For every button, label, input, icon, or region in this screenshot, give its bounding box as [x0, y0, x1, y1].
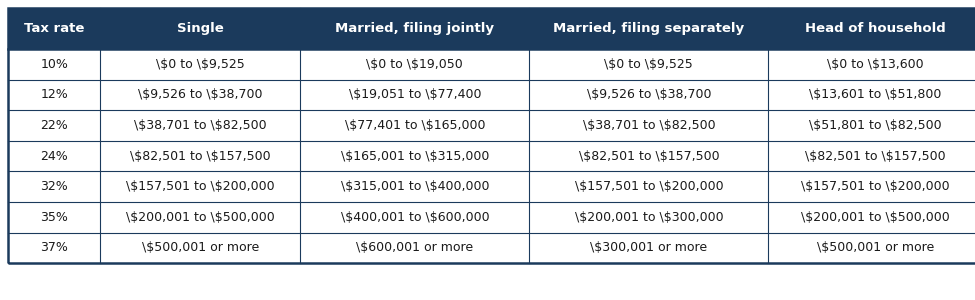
Text: Married, filing jointly: Married, filing jointly	[335, 22, 494, 35]
Text: \$165,001 to \$315,000: \$165,001 to \$315,000	[340, 149, 489, 163]
Text: \$315,001 to \$400,000: \$315,001 to \$400,000	[340, 180, 489, 193]
Bar	[8, 49, 975, 80]
Text: \$19,051 to \$77,400: \$19,051 to \$77,400	[349, 88, 481, 101]
Text: Single: Single	[177, 22, 223, 35]
Text: \$38,701 to \$82,500: \$38,701 to \$82,500	[134, 119, 267, 132]
Text: \$82,501 to \$157,500: \$82,501 to \$157,500	[805, 149, 946, 163]
Bar	[8, 202, 975, 232]
Text: \$500,001 or more: \$500,001 or more	[817, 241, 934, 254]
Text: \$200,001 to \$500,000: \$200,001 to \$500,000	[801, 211, 950, 224]
Text: 35%: 35%	[40, 211, 68, 224]
Text: \$157,501 to \$200,000: \$157,501 to \$200,000	[574, 180, 723, 193]
Text: \$0 to \$9,525: \$0 to \$9,525	[604, 58, 693, 71]
Bar	[8, 8, 975, 263]
Text: \$77,401 to \$165,000: \$77,401 to \$165,000	[344, 119, 486, 132]
Text: 37%: 37%	[40, 241, 68, 254]
Text: \$13,601 to \$51,800: \$13,601 to \$51,800	[809, 88, 942, 101]
Bar	[8, 8, 975, 49]
Bar	[8, 232, 975, 263]
Bar	[8, 141, 975, 171]
Text: 24%: 24%	[40, 149, 68, 163]
Text: 10%: 10%	[40, 58, 68, 71]
Text: 12%: 12%	[40, 88, 68, 101]
Text: \$0 to \$9,525: \$0 to \$9,525	[156, 58, 245, 71]
Text: \$200,001 to \$500,000: \$200,001 to \$500,000	[126, 211, 275, 224]
Text: \$9,526 to \$38,700: \$9,526 to \$38,700	[138, 88, 262, 101]
Bar	[8, 171, 975, 202]
Text: \$0 to \$13,600: \$0 to \$13,600	[827, 58, 924, 71]
Text: Married, filing separately: Married, filing separately	[553, 22, 745, 35]
Text: \$600,001 or more: \$600,001 or more	[356, 241, 474, 254]
Text: \$157,501 to \$200,000: \$157,501 to \$200,000	[801, 180, 950, 193]
Text: \$400,001 to \$600,000: \$400,001 to \$600,000	[340, 211, 489, 224]
Text: \$200,001 to \$300,000: \$200,001 to \$300,000	[574, 211, 723, 224]
Text: 22%: 22%	[40, 119, 68, 132]
Text: Tax rate: Tax rate	[24, 22, 84, 35]
Text: 32%: 32%	[40, 180, 68, 193]
Text: \$82,501 to \$157,500: \$82,501 to \$157,500	[578, 149, 720, 163]
Text: \$51,801 to \$82,500: \$51,801 to \$82,500	[809, 119, 942, 132]
Text: \$82,501 to \$157,500: \$82,501 to \$157,500	[130, 149, 271, 163]
Text: \$38,701 to \$82,500: \$38,701 to \$82,500	[582, 119, 716, 132]
Text: Head of household: Head of household	[805, 22, 946, 35]
Bar	[8, 110, 975, 141]
Text: \$9,526 to \$38,700: \$9,526 to \$38,700	[587, 88, 711, 101]
Text: \$0 to \$19,050: \$0 to \$19,050	[367, 58, 463, 71]
Text: \$300,001 or more: \$300,001 or more	[590, 241, 708, 254]
Bar	[8, 80, 975, 110]
Text: \$157,501 to \$200,000: \$157,501 to \$200,000	[126, 180, 275, 193]
Text: \$500,001 or more: \$500,001 or more	[141, 241, 259, 254]
